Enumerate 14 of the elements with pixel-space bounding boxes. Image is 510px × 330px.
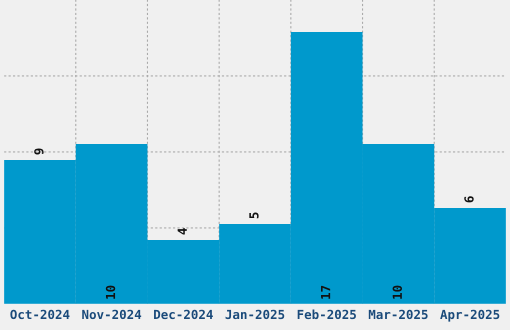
data-label: 6 (464, 196, 474, 202)
data-label: 10 (392, 286, 402, 299)
data-label: 10 (106, 286, 116, 299)
data-label: 5 (249, 212, 259, 218)
x-tick-label: Apr-2025 (440, 310, 500, 322)
x-tick-label: Nov-2024 (82, 310, 142, 320)
data-label: 9 (34, 148, 44, 154)
x-tick-label: Mar-2025 (368, 310, 428, 320)
x-tick-label: Dec-2024 (154, 310, 213, 320)
data-label: 17 (321, 286, 330, 299)
x-tick-label: Feb-2025 (298, 309, 356, 320)
x-tick-label: Jan-2025 (226, 310, 284, 320)
data-label: 4 (178, 228, 187, 235)
x-tick-label: Oct-2024 (10, 310, 70, 320)
